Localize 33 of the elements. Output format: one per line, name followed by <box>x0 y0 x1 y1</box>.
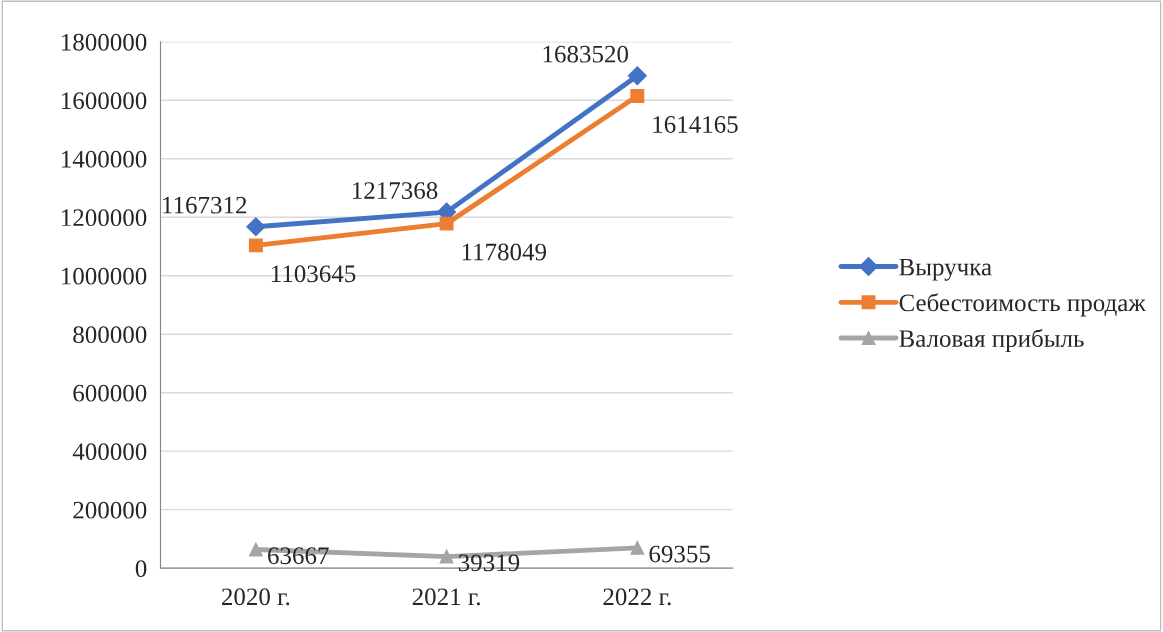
y-tick-label: 1600000 <box>62 92 147 110</box>
point <box>248 238 263 253</box>
x-tick-label: 2021 г. <box>412 588 480 606</box>
data-label: 39319 <box>458 554 520 572</box>
data-label: 69355 <box>649 545 710 563</box>
data-label: 1178049 <box>462 243 547 261</box>
y-tick-label: 0 <box>135 560 147 578</box>
legend-label: Валовая прибыль <box>899 328 1084 353</box>
x-tick-label: 2020 г. <box>221 588 290 606</box>
point <box>439 216 454 231</box>
data-label: 1167312 <box>163 196 247 214</box>
y-tick-label: 1000000 <box>62 267 147 285</box>
point <box>627 66 647 86</box>
legend-label: Выручка <box>899 258 992 281</box>
data-label: 63667 <box>268 547 329 565</box>
data-label: 1683520 <box>543 45 629 63</box>
data-label: 1217368 <box>352 182 438 199</box>
point <box>630 89 645 104</box>
y-tick-label: 400000 <box>72 443 147 461</box>
point <box>248 542 263 557</box>
y-tick-label: 600000 <box>73 384 147 402</box>
y-tick-label: 1200000 <box>62 209 147 227</box>
y-tick-label: 200000 <box>73 501 147 519</box>
y-tick-label: 1800000 <box>62 33 147 51</box>
point <box>439 549 454 564</box>
data-label: 1103645 <box>271 265 356 283</box>
data-label: 1614165 <box>653 116 738 133</box>
y-tick-label: 800000 <box>73 326 147 344</box>
y-tick-label: 1400000 <box>62 150 147 168</box>
legend-label: Себестоимость продаж <box>899 293 1146 317</box>
point <box>246 217 266 237</box>
point <box>630 540 645 555</box>
x-tick-label: 2022 г. <box>603 588 671 606</box>
